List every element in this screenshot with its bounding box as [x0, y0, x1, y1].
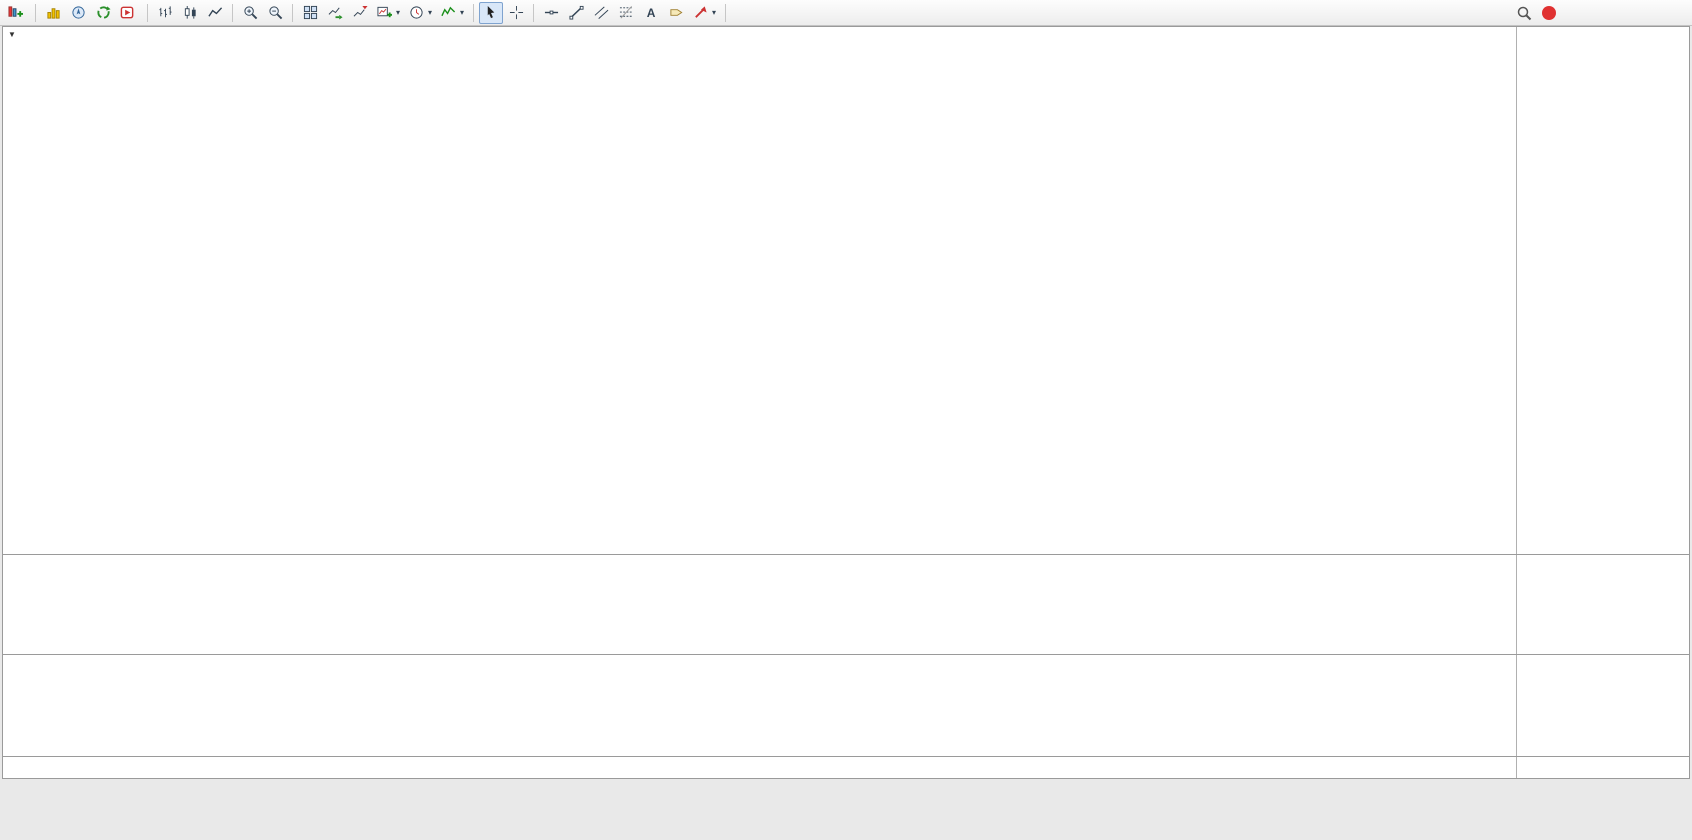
periods-button[interactable]: ▾ [405, 2, 436, 24]
toolbar-right-group [1512, 2, 1556, 24]
collapse-triangle-icon[interactable]: ▼ [8, 30, 16, 39]
dropdown-caret-icon: ▾ [460, 8, 465, 17]
zoom-in-icon [243, 5, 258, 20]
chart-header: ▼ [8, 29, 39, 40]
time-axis-border [3, 756, 1689, 757]
cursor-icon [484, 5, 499, 20]
rsi-header [8, 659, 16, 670]
arrow-tool-icon [693, 5, 708, 20]
market-watch-button[interactable] [41, 2, 65, 24]
search-icon [1516, 5, 1532, 21]
new-chart-icon [377, 5, 392, 20]
toolbar-separator [147, 3, 148, 22]
auto-scroll-button[interactable] [323, 2, 347, 24]
bar-chart-icon [158, 5, 173, 20]
toolbar-separator [725, 3, 727, 22]
toolbar-separator [35, 3, 36, 22]
new-order-icon [8, 5, 23, 20]
terminal-button[interactable] [91, 2, 115, 24]
crosshair-button[interactable] [504, 2, 528, 24]
indicators-icon [441, 5, 456, 20]
auto-scroll-icon [328, 5, 343, 20]
panel-splitter[interactable] [3, 654, 1689, 655]
search-button[interactable] [1512, 2, 1536, 24]
horizontal-line-button[interactable] [539, 2, 563, 24]
bar-chart-button[interactable] [153, 2, 177, 24]
text-button[interactable]: A [639, 2, 663, 24]
autotrading-button[interactable] [116, 2, 142, 24]
new-order-button[interactable] [4, 2, 30, 24]
navigator-button[interactable] [66, 2, 90, 24]
panel-splitter[interactable] [3, 554, 1689, 555]
toolbar-separator [473, 3, 475, 22]
fibonacci-button[interactable] [614, 2, 638, 24]
clock-icon [409, 5, 424, 20]
notification-badge[interactable] [1542, 5, 1556, 20]
dropdown-caret-icon: ▾ [428, 8, 433, 17]
fibonacci-icon [619, 5, 634, 20]
candlestick-chart-icon [183, 5, 198, 20]
zoom-out-button[interactable] [263, 2, 287, 24]
terminal-icon [96, 5, 111, 20]
rsi-canvas[interactable] [3, 655, 1516, 757]
chart-shift-button[interactable] [348, 2, 372, 24]
macd-header [8, 558, 20, 569]
dropdown-caret-icon: ▾ [712, 8, 717, 17]
trendline-icon [569, 5, 584, 20]
zoom-out-icon [268, 5, 283, 20]
crosshair-icon [509, 5, 524, 20]
toolbar-separator [292, 3, 293, 22]
chart-shift-icon [353, 5, 368, 20]
zoom-in-button[interactable] [238, 2, 262, 24]
text-icon: A [646, 5, 656, 20]
candlestick-chart-button[interactable] [178, 2, 202, 24]
tile-windows-icon [303, 5, 318, 20]
market-watch-icon [46, 5, 61, 20]
line-chart-button[interactable] [203, 2, 227, 24]
trendline-button[interactable] [564, 2, 588, 24]
tile-windows-button[interactable] [298, 2, 322, 24]
price-axis-border [1516, 27, 1517, 778]
label-button[interactable] [664, 2, 688, 24]
channel-button[interactable] [589, 2, 613, 24]
navigator-icon [71, 5, 86, 20]
horizontal-line-icon [544, 5, 559, 20]
arrows-button[interactable]: ▾ [689, 2, 720, 24]
indicators-button[interactable]: ▾ [437, 2, 468, 24]
cursor-button[interactable] [479, 1, 504, 24]
main-toolbar: ▾ ▾ ▾ A ▾ [0, 0, 1692, 26]
price-chart-canvas[interactable] [3, 27, 1516, 555]
channel-icon [594, 5, 609, 20]
toolbar-separator [232, 3, 233, 22]
label-icon [669, 5, 684, 20]
autotrading-icon [120, 5, 135, 20]
toolbar-separator [533, 3, 535, 22]
macd-canvas[interactable] [3, 555, 1516, 655]
new-chart-button[interactable]: ▾ [373, 2, 404, 24]
line-chart-icon [207, 5, 223, 20]
chart-window [2, 26, 1690, 779]
dropdown-caret-icon: ▾ [396, 8, 401, 17]
